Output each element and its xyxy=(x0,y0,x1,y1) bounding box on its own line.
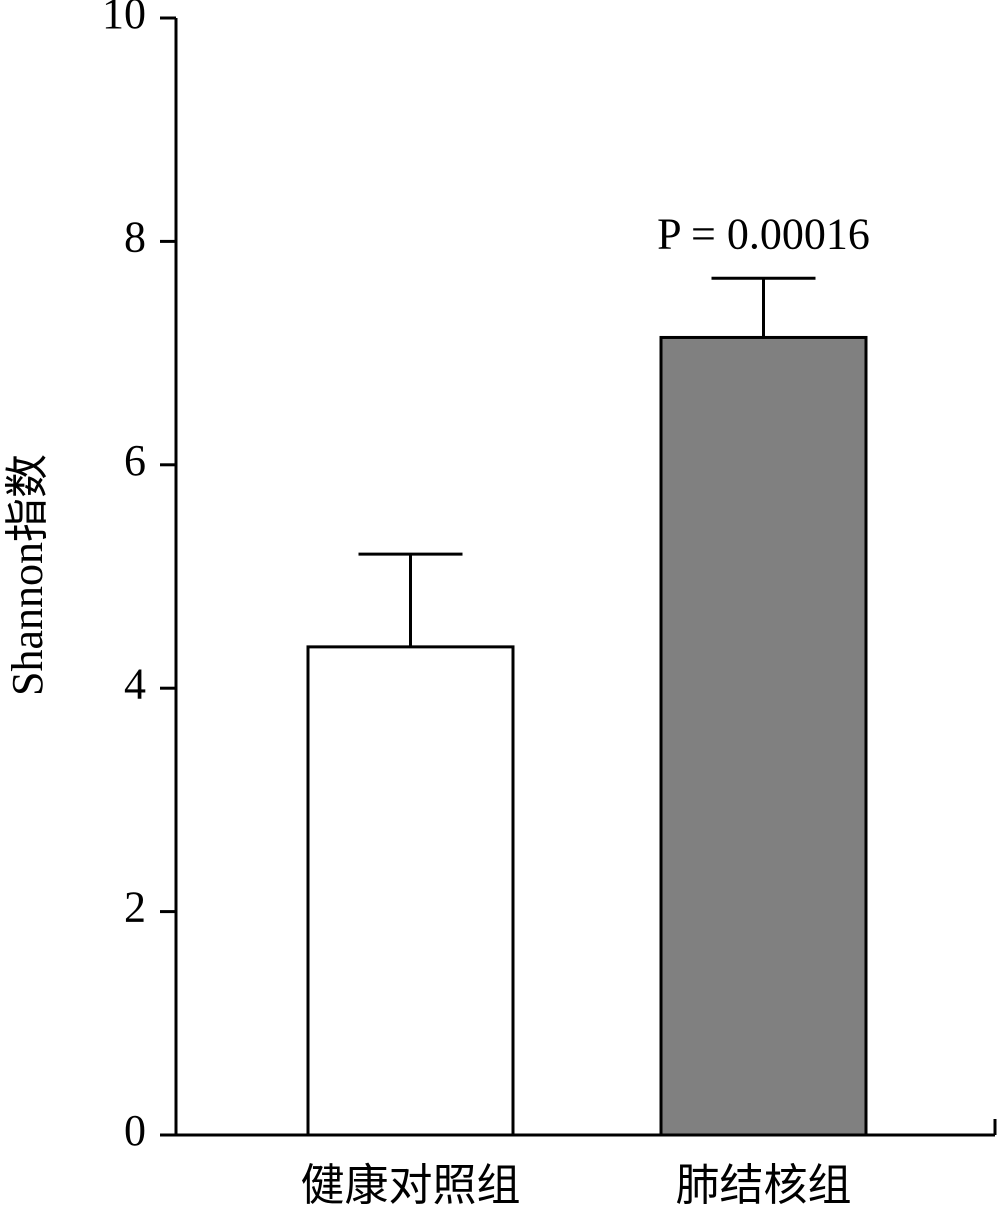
y-tick-label: 0 xyxy=(124,1106,146,1155)
y-tick-label: 4 xyxy=(124,659,146,708)
bar xyxy=(659,335,868,1137)
y-tick-label: 6 xyxy=(124,436,146,485)
x-tick-label: 肺结核组 xyxy=(676,1161,852,1210)
y-tick-label: 8 xyxy=(124,212,146,261)
annotation: P = 0.00016 xyxy=(657,209,870,258)
bar xyxy=(306,645,515,1137)
y-tick-label: 10 xyxy=(102,0,146,38)
y-tick-label: 2 xyxy=(124,883,146,932)
x-tick-label: 健康对照组 xyxy=(301,1161,521,1210)
y-axis-label: Shannon指数 xyxy=(3,454,52,696)
